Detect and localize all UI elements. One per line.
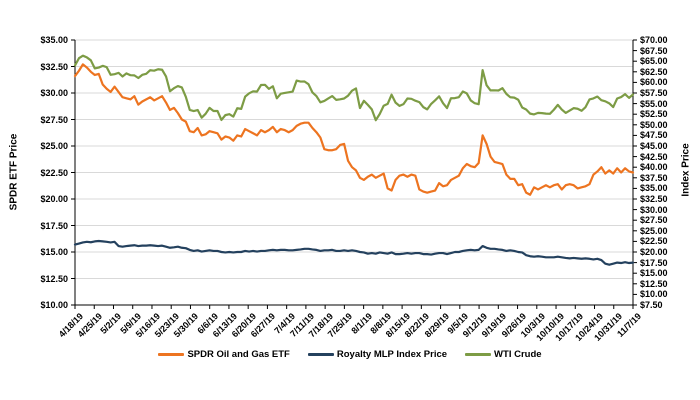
legend-line-swatch <box>465 353 492 356</box>
left-axis-tick-label: $27.50 <box>40 114 68 125</box>
right-axis-tick-label: $12.50 <box>640 278 668 289</box>
left-axis-tick-label: $12.50 <box>40 273 68 284</box>
right-axis-tick-label: $67.50 <box>640 45 668 56</box>
legend-line-swatch <box>158 353 185 356</box>
right-axis-tick-label: $40.00 <box>640 162 668 173</box>
right-axis-tick-label: $47.50 <box>640 130 668 141</box>
left-axis-tick-label: $30.00 <box>40 88 68 98</box>
right-axis-tick-label: $35.00 <box>640 183 668 194</box>
right-axis-tick-label: $62.50 <box>640 66 668 77</box>
left-axis-tick-label: $20.00 <box>40 194 68 204</box>
legend-item: WTI Crude <box>465 349 542 360</box>
series-royalty-mlp-index-price <box>73 239 635 266</box>
legend-label: WTI Crude <box>494 349 542 360</box>
left-axis-tick-label: $25.00 <box>40 141 68 151</box>
right-axis-tick-label: $10.00 <box>640 289 668 300</box>
left-axis-tick-label: $17.50 <box>40 220 68 231</box>
series-spdr-oil-and-gas-etf <box>73 63 635 196</box>
left-axis-tick-label: $22.50 <box>40 167 68 178</box>
right-axis-tick-label: $65.00 <box>640 56 668 67</box>
right-axis-tick-label: $22.50 <box>640 236 668 247</box>
left-axis-tick-label: $32.50 <box>40 61 68 72</box>
left-axis-tick-label: $35.00 <box>40 35 68 45</box>
right-axis-tick-label: $37.50 <box>640 172 668 183</box>
legend: SPDR Oil and Gas ETF Royalty MLP Index Pr… <box>0 349 700 360</box>
right-axis-tick-label: $42.50 <box>640 151 668 162</box>
series-wti-crude <box>73 54 635 122</box>
right-axis-tick-label: $70.00 <box>640 35 668 45</box>
right-axis-tick-label: $30.00 <box>640 204 668 215</box>
right-axis-tick-label: $45.00 <box>640 141 668 151</box>
right-axis-tick-label: $52.50 <box>640 109 668 120</box>
right-axis-tick-label: $57.50 <box>640 88 668 98</box>
left-axis-title: SPDR ETF Price <box>8 133 20 211</box>
right-axis-tick-label: $15.00 <box>640 268 668 279</box>
right-axis-tick-label: $32.50 <box>640 194 668 204</box>
right-axis-tick-label: $7.50 <box>640 300 663 310</box>
legend-label: SPDR Oil and Gas ETF <box>187 349 290 360</box>
left-axis-tick-label: $10.00 <box>40 300 68 310</box>
right-axis-tick-label: $60.00 <box>640 77 668 88</box>
legend-line-swatch <box>307 353 334 356</box>
left-axis-tick-label: $15.00 <box>40 247 68 257</box>
right-axis-tick-label: $17.50 <box>640 257 668 268</box>
right-axis-tick-label: $50.00 <box>640 119 668 130</box>
right-axis-tick-label: $55.00 <box>640 98 668 109</box>
right-axis-tick-label: $25.00 <box>640 225 668 236</box>
legend-item: SPDR Oil and Gas ETF <box>158 349 290 360</box>
right-axis-tick-label: $20.00 <box>640 247 668 257</box>
legend-item: Royalty MLP Index Price <box>307 349 448 360</box>
right-axis-tick-label: $27.50 <box>640 215 668 226</box>
right-axis-title: Index Price <box>680 143 692 197</box>
legend-label: Royalty MLP Index Price <box>336 349 448 360</box>
